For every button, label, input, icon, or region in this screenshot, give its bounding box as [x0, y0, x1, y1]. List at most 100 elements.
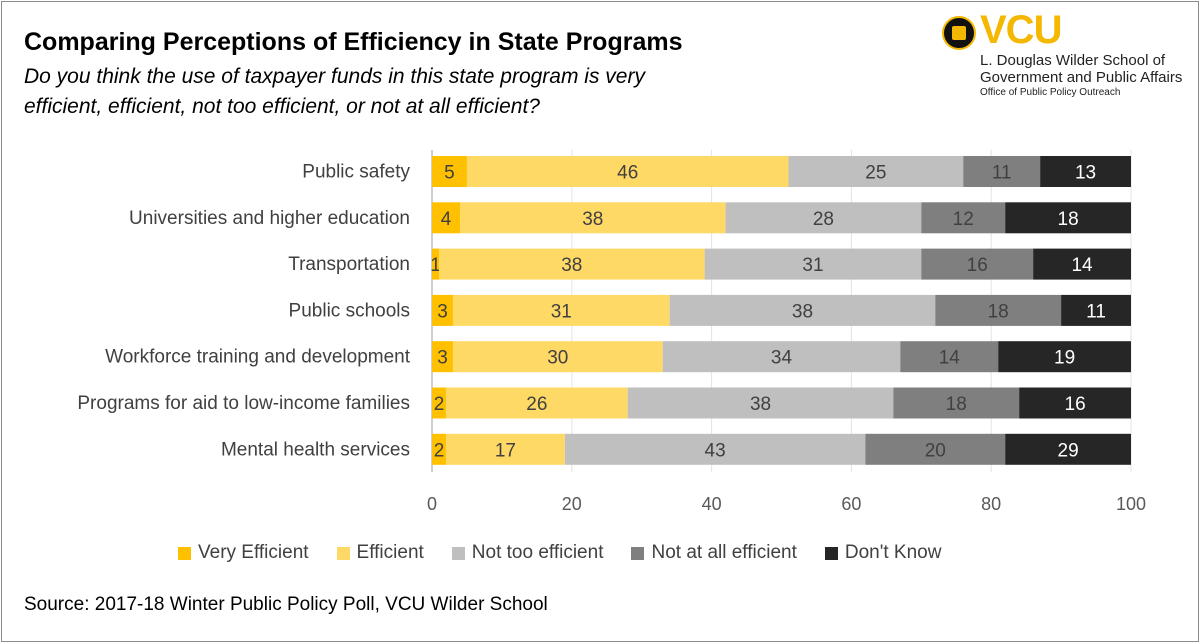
bar-segment: [432, 294, 453, 326]
data-label: 26: [526, 394, 547, 415]
bar-segment: [963, 156, 1041, 187]
legend-swatch: [336, 546, 350, 560]
bar-segment: [438, 248, 705, 280]
category-label: Mental health services: [221, 439, 410, 460]
legend-label: Very Efficient: [198, 542, 309, 563]
x-tick-label: 80: [981, 494, 1001, 514]
data-label: 38: [750, 394, 771, 415]
chart-subtitle: Do you think the use of taxpayer funds i…: [24, 65, 645, 118]
logo-wordmark: VCU: [980, 8, 1062, 52]
x-tick-label: 20: [562, 494, 582, 514]
bar-segment: [432, 341, 453, 373]
legend-label: Don't Know: [844, 542, 942, 563]
bar-segment: [452, 341, 663, 373]
logo-line-2: Government and Public Affairs: [980, 69, 1183, 86]
bar-segment: [432, 248, 439, 280]
bar-segment: [445, 433, 565, 465]
bar-segment: [921, 248, 1034, 280]
data-label: 38: [561, 255, 582, 276]
legend-item: Very Efficient: [178, 542, 309, 564]
data-label: 20: [925, 440, 946, 461]
legend-swatch: [824, 546, 838, 560]
data-label: 1: [430, 255, 441, 276]
bar-segment: [865, 433, 1006, 465]
data-label: 46: [617, 163, 638, 184]
bar-segment: [432, 433, 446, 465]
data-label: 38: [582, 209, 603, 230]
data-label: 38: [792, 301, 813, 322]
bar-segment: [788, 156, 964, 187]
bar-segment: [998, 341, 1131, 373]
bar-segment: [459, 202, 726, 234]
data-label: 29: [1058, 440, 1079, 461]
legend-label: Not too efficient: [471, 542, 604, 563]
legend-swatch: [178, 546, 191, 560]
category-label: Universities and higher education: [129, 208, 410, 229]
chart-title: Comparing Perceptions of Efficiency in S…: [24, 28, 683, 56]
category-label: Workforce training and development: [105, 347, 411, 368]
legend-item: Efficient: [336, 542, 424, 564]
legend-label: Efficient: [356, 542, 424, 563]
bar-segment: [627, 387, 894, 419]
data-label: 17: [495, 440, 516, 461]
legend-item: Not too efficient: [451, 542, 604, 564]
data-label: 31: [802, 255, 823, 276]
data-label: 25: [865, 163, 886, 184]
data-label: 18: [988, 301, 1009, 322]
data-label: 18: [1058, 209, 1079, 230]
bar-segment: [1040, 156, 1131, 187]
bar-segment: [564, 433, 866, 465]
legend-item: Not at all efficient: [631, 542, 797, 564]
bar-segment: [1061, 294, 1131, 326]
data-label: 30: [547, 348, 568, 369]
x-tick-label: 60: [841, 494, 861, 514]
logo-line-1: L. Douglas Wilder School of: [980, 52, 1166, 69]
x-tick-label: 0: [427, 494, 437, 514]
data-label: 11: [992, 163, 1012, 184]
bar-segment: [445, 387, 628, 419]
data-label: 3: [437, 301, 448, 322]
category-label: Programs for aid to low-income families: [77, 393, 410, 414]
legend-swatch: [451, 546, 465, 560]
data-label: 43: [705, 440, 726, 461]
x-tick-label: 100: [1116, 494, 1146, 514]
bar-segment: [1005, 202, 1131, 234]
x-tick-label: 40: [702, 494, 722, 514]
category-label: Transportation: [288, 254, 410, 275]
data-label: 5: [444, 163, 455, 184]
bar-segment: [1033, 248, 1131, 280]
bar-segment: [921, 202, 1006, 234]
data-label: 19: [1054, 348, 1075, 369]
legend-label: Not at all efficient: [651, 542, 797, 563]
bar-segment: [432, 387, 446, 419]
data-label: 11: [1086, 301, 1106, 322]
vcu-logo: VCU L. Douglas Wilder School of Governme…: [940, 8, 1190, 104]
category-label: Public schools: [289, 300, 410, 321]
data-label: 2: [434, 394, 445, 415]
data-label: 18: [946, 394, 967, 415]
data-label: 31: [551, 301, 572, 322]
data-label: 3: [437, 348, 448, 369]
data-label: 14: [939, 348, 961, 369]
data-label: 12: [953, 209, 974, 230]
bar-segment: [893, 387, 1020, 419]
data-label: 16: [1065, 394, 1086, 415]
bar-segment: [1019, 387, 1131, 419]
data-label: 13: [1075, 163, 1096, 184]
bar-segment: [466, 156, 789, 187]
data-label: 2: [434, 440, 445, 461]
legend: Very Efficient Efficient Not too efficient…: [178, 542, 969, 564]
data-label: 4: [441, 209, 452, 230]
bar-segment: [1005, 433, 1131, 465]
data-label: 28: [813, 209, 834, 230]
legend-item: Don't Know: [824, 542, 942, 564]
seal-icon: [942, 16, 976, 50]
bar-segment: [725, 202, 922, 234]
bar-segment: [669, 294, 936, 326]
data-label: 16: [967, 255, 988, 276]
bar-segment: [662, 341, 901, 373]
source-note: Source: 2017-18 Winter Public Policy Pol…: [24, 594, 548, 615]
data-label: 14: [1071, 255, 1093, 276]
